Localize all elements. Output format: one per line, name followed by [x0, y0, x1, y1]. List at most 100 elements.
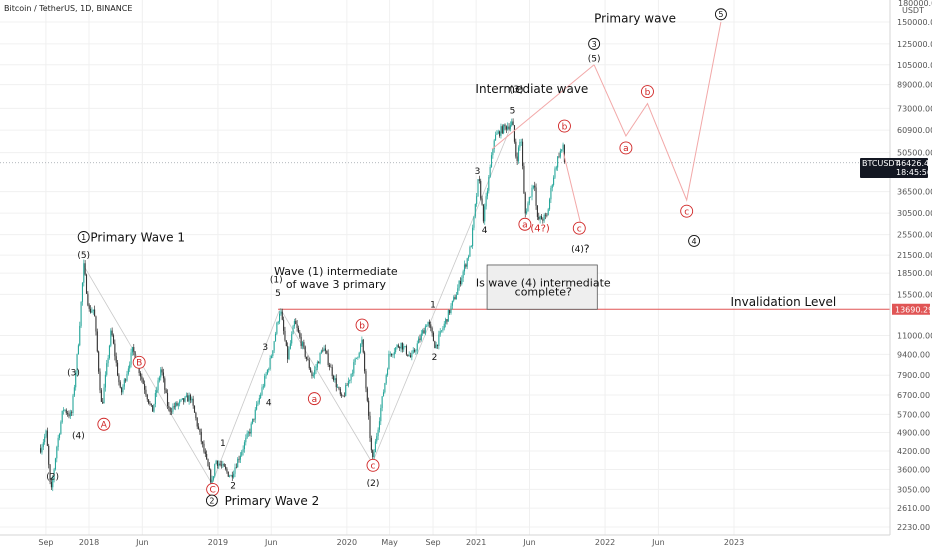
annotation-text: Wave (1) intermediate [274, 265, 398, 278]
candle-body [214, 464, 216, 477]
candle-body [199, 428, 201, 432]
candle-body [315, 367, 317, 370]
time-tick-label: 2021 [466, 538, 486, 547]
candle-body [328, 365, 331, 367]
candle-body [355, 357, 358, 359]
candle-body [400, 342, 402, 349]
candle-body [150, 403, 152, 406]
candle-body [208, 466, 210, 470]
candle-body [551, 184, 553, 188]
wave-label: (5) [77, 251, 90, 261]
candle-body [110, 330, 112, 346]
price-tick-label: 105000.00 [897, 61, 932, 70]
wave-label: 5 [275, 289, 281, 299]
time-tick-label: Jun [135, 538, 149, 547]
wave-label-circle [641, 85, 654, 99]
candle-body [144, 383, 146, 390]
symbol-title: Bitcoin / TetherUS, 1D, BINANCE [4, 4, 132, 13]
candle-body [335, 378, 337, 388]
price-tick-label: 73000.00 [897, 104, 932, 113]
candle-body [436, 344, 439, 346]
candle-body [311, 372, 313, 376]
annotation-text: Primary Wave 1 [90, 230, 185, 244]
candle-body [408, 355, 410, 357]
candle-body [179, 400, 181, 404]
candle-body [361, 339, 363, 345]
candle-body [63, 409, 65, 411]
wave-label: c [577, 224, 582, 234]
candle-body [350, 373, 352, 380]
candle-body [154, 392, 156, 405]
candle-body [418, 338, 420, 344]
candle-body [235, 467, 237, 469]
candle-body [544, 214, 547, 216]
candle-body [330, 366, 332, 368]
candle-body [230, 475, 232, 477]
candle-body [262, 386, 264, 388]
candle-body [318, 362, 320, 364]
wave-label: 2 [230, 481, 236, 491]
candle-body [372, 450, 374, 458]
price-axis-top-label: 180000.00 [898, 0, 932, 8]
candle-body [449, 310, 451, 314]
candle-body [57, 437, 59, 447]
symbol-tag-label: BTCUSDT [862, 159, 900, 168]
candle-body [168, 406, 170, 409]
time-tick-label: 2020 [337, 538, 357, 547]
candle-body [499, 131, 501, 136]
candle-body [354, 358, 356, 363]
candle-body [458, 281, 460, 289]
candle-body [118, 375, 120, 383]
price-tick-label: 3050.00 [897, 485, 930, 494]
candle-body [283, 319, 285, 331]
candle-body [424, 326, 426, 334]
candle-body [261, 387, 263, 395]
candle-body [404, 346, 406, 347]
price-tick-label: 15500.00 [897, 290, 932, 299]
candle-body [50, 482, 52, 488]
candle-body [334, 378, 336, 381]
candle-body [280, 311, 282, 314]
time-tick-label: 2018 [79, 538, 99, 547]
wave-label: (4?) [530, 223, 550, 234]
candle-body [277, 321, 279, 323]
candle-body [99, 371, 101, 391]
candle-body [517, 147, 520, 162]
annotation-text: Invalidation Level [730, 295, 836, 309]
time-axis[interactable]: Sep 2018 Jun 2019 Jun 2020 May Sep 2021 Jun 2022 Ju… [38, 538, 744, 547]
candle-body [365, 371, 367, 389]
candle-body [378, 421, 381, 430]
annotation-text: Primary wave [594, 11, 676, 25]
candle-body [528, 197, 530, 204]
price-axis[interactable]: 180000.00 USDT 150000.00 125000.00 105000.… [897, 0, 932, 532]
candle-body [177, 403, 179, 406]
price-tick-label: 36500.00 [897, 188, 932, 197]
candle-body [292, 326, 294, 335]
candle-body [462, 271, 464, 278]
wave-label: ? [584, 243, 590, 256]
candle-body [45, 430, 47, 437]
candle-body [238, 458, 240, 460]
candle-body [223, 463, 225, 467]
candle-body [412, 349, 414, 354]
candle-body [351, 373, 354, 375]
candle-body [326, 350, 328, 354]
candle-body [415, 350, 417, 352]
candle-body [254, 409, 256, 420]
candle-body [353, 362, 355, 374]
candle-body [432, 332, 435, 342]
time-tick-label: Jun [264, 538, 278, 547]
candle-body [509, 125, 511, 129]
candle-body [516, 156, 518, 162]
candle-body [104, 374, 106, 388]
candle-body [80, 301, 82, 326]
candle-body [461, 277, 463, 285]
candle-body [385, 374, 387, 384]
candle-body [152, 405, 154, 412]
candle-body [193, 405, 196, 413]
candle-body [445, 319, 447, 324]
candle-body [343, 395, 345, 397]
candle-body [370, 438, 372, 451]
candle-body [465, 264, 467, 267]
